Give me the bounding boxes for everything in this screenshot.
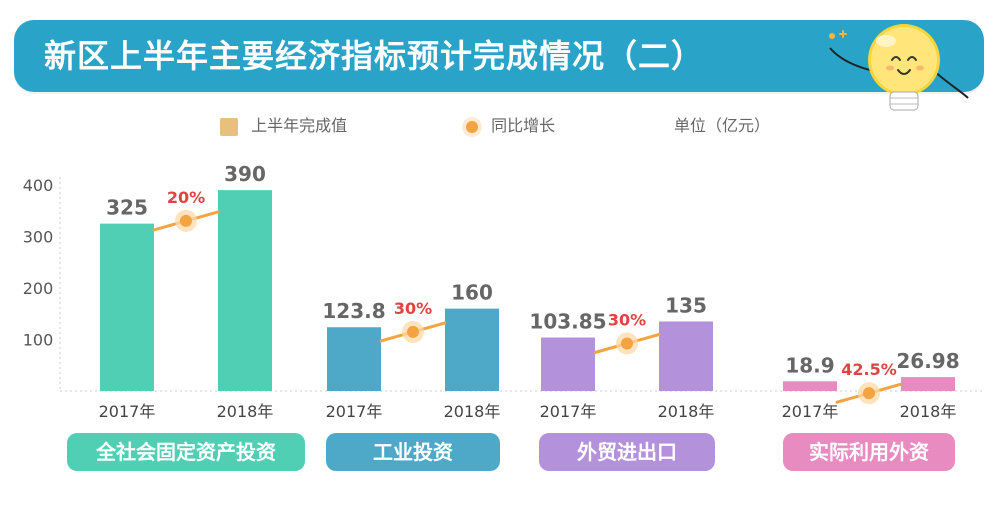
category-pill-2: [539, 433, 715, 471]
legend-unit-item: 单位（亿元）: [674, 112, 770, 140]
bar-0-1: [218, 190, 272, 391]
bar-2-0: [541, 337, 595, 391]
bar-0-0: [100, 223, 154, 391]
category-label-1: 工业投资: [373, 440, 453, 464]
chart-area: 100 200 300 400 325 2017年 390 2018年 20% 全社会固定资产投资…: [0, 162, 1000, 507]
category-pill-0: [67, 433, 305, 471]
x-tick-label-2-1: 2018年: [658, 402, 715, 421]
legend-bar-swatch: [220, 117, 238, 136]
legend: 上半年完成值 同比增长 单位（亿元）: [0, 112, 1000, 140]
bar-2-1: [659, 321, 713, 391]
bar-chart-svg: 100 200 300 400 325 2017年 390 2018年 20% 全社会固定资产投资…: [23, 162, 985, 471]
growth-label-2: 30%: [608, 310, 646, 329]
x-tick-label-2-0: 2017年: [540, 402, 597, 421]
y-tick-label-0: 100: [23, 331, 54, 350]
y-tick-label-2: 300: [23, 228, 54, 247]
lightbulb-mascot-icon: [812, 4, 982, 116]
category-label-2: 外贸进出口: [577, 440, 677, 464]
bar-1-0: [327, 327, 381, 391]
bar-3-0: [783, 381, 837, 391]
x-tick-label-1-1: 2018年: [444, 402, 501, 421]
bar-value-label-0-0: 325: [106, 196, 148, 220]
legend-unit-label: 单位（亿元）: [674, 116, 771, 135]
bar-value-label-2-1: 135: [665, 293, 707, 317]
growth-marker-1: [407, 325, 419, 338]
bar-value-label-3-0: 18.9: [785, 353, 834, 377]
bar-value-label-2-0: 103.85: [529, 310, 606, 334]
category-label-3: 实际利用外资: [809, 440, 929, 464]
legend-growth-dot: [466, 120, 478, 133]
x-tick-label-3-1: 2018年: [900, 402, 957, 421]
growth-marker-3: [863, 387, 875, 400]
bar-value-label-1-0: 123.8: [322, 299, 385, 323]
growth-marker-2: [621, 337, 633, 350]
x-tick-label-3-0: 2017年: [782, 402, 839, 421]
bar-value-label-1-1: 160: [451, 281, 493, 305]
bar-1-1: [445, 308, 499, 391]
growth-label-3: 42.5%: [841, 360, 897, 379]
growth-label-1: 30%: [394, 299, 432, 318]
category-pill-1: [326, 433, 500, 471]
bar-3-1: [901, 377, 955, 391]
x-tick-label-0-1: 2018年: [217, 402, 274, 421]
legend-growth-item: 同比增长: [466, 112, 555, 140]
growth-label-0: 20%: [167, 188, 205, 207]
header-bar: 新区上半年主要经济指标预计完成情况（二）: [14, 20, 984, 92]
x-tick-label-1-0: 2017年: [326, 402, 383, 421]
page-title: 新区上半年主要经济指标预计完成情况（二）: [44, 37, 705, 75]
legend-bar-item: 上半年完成值: [220, 112, 347, 140]
y-tick-label-3: 400: [23, 176, 54, 195]
y-tick-label-1: 200: [23, 279, 54, 298]
category-label-0: 全社会固定资产投资: [95, 440, 276, 464]
category-pill-3: [783, 433, 955, 471]
growth-marker-0: [180, 214, 192, 227]
legend-growth-label: 同比增长: [491, 116, 556, 135]
bar-value-label-3-1: 26.98: [896, 349, 959, 373]
bar-value-label-0-1: 390: [224, 165, 266, 186]
x-tick-label-0-0: 2017年: [99, 402, 156, 421]
legend-bar-label: 上半年完成值: [251, 116, 348, 135]
